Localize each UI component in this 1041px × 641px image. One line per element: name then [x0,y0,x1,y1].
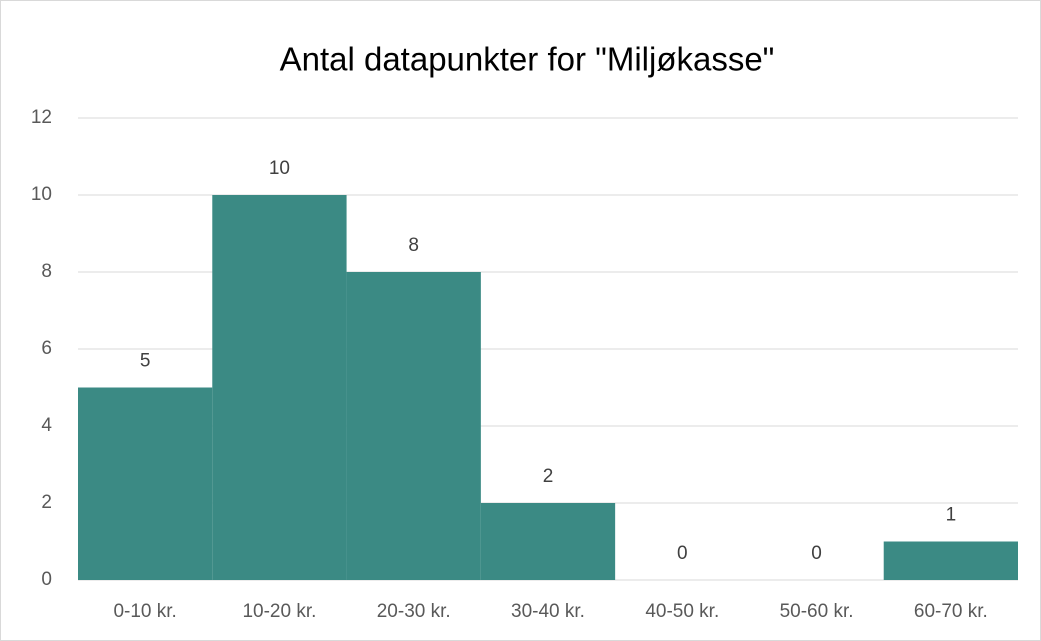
y-tick-label: 6 [41,338,52,359]
data-label: 0 [811,543,822,564]
y-tick-label: 0 [41,569,52,590]
y-tick-label: 4 [41,415,52,436]
bar [212,195,347,580]
data-label: 1 [946,505,957,526]
x-tick-label: 50-60 kr. [780,601,854,622]
bar [346,272,481,580]
data-label: 0 [677,543,688,564]
bar [78,387,213,580]
x-tick-label: 40-50 kr. [645,601,719,622]
x-tick-label: 20-30 kr. [377,601,451,622]
x-tick-label: 0-10 kr. [113,601,176,622]
data-label: 10 [269,158,290,179]
x-tick-label: 60-70 kr. [914,601,988,622]
bar [883,541,1018,580]
y-tick-label: 8 [41,261,52,282]
data-label: 5 [140,351,151,372]
x-tick-label: 10-20 kr. [242,601,316,622]
y-tick-label: 12 [31,107,52,128]
data-label: 8 [408,235,419,256]
y-tick-label: 2 [41,492,52,513]
data-label: 2 [543,466,554,487]
bar [480,503,616,580]
x-tick-label: 30-40 kr. [511,601,585,622]
y-tick-label: 10 [31,184,52,205]
chart-title: Antal datapunkter for "Miljøkasse" [280,41,775,78]
